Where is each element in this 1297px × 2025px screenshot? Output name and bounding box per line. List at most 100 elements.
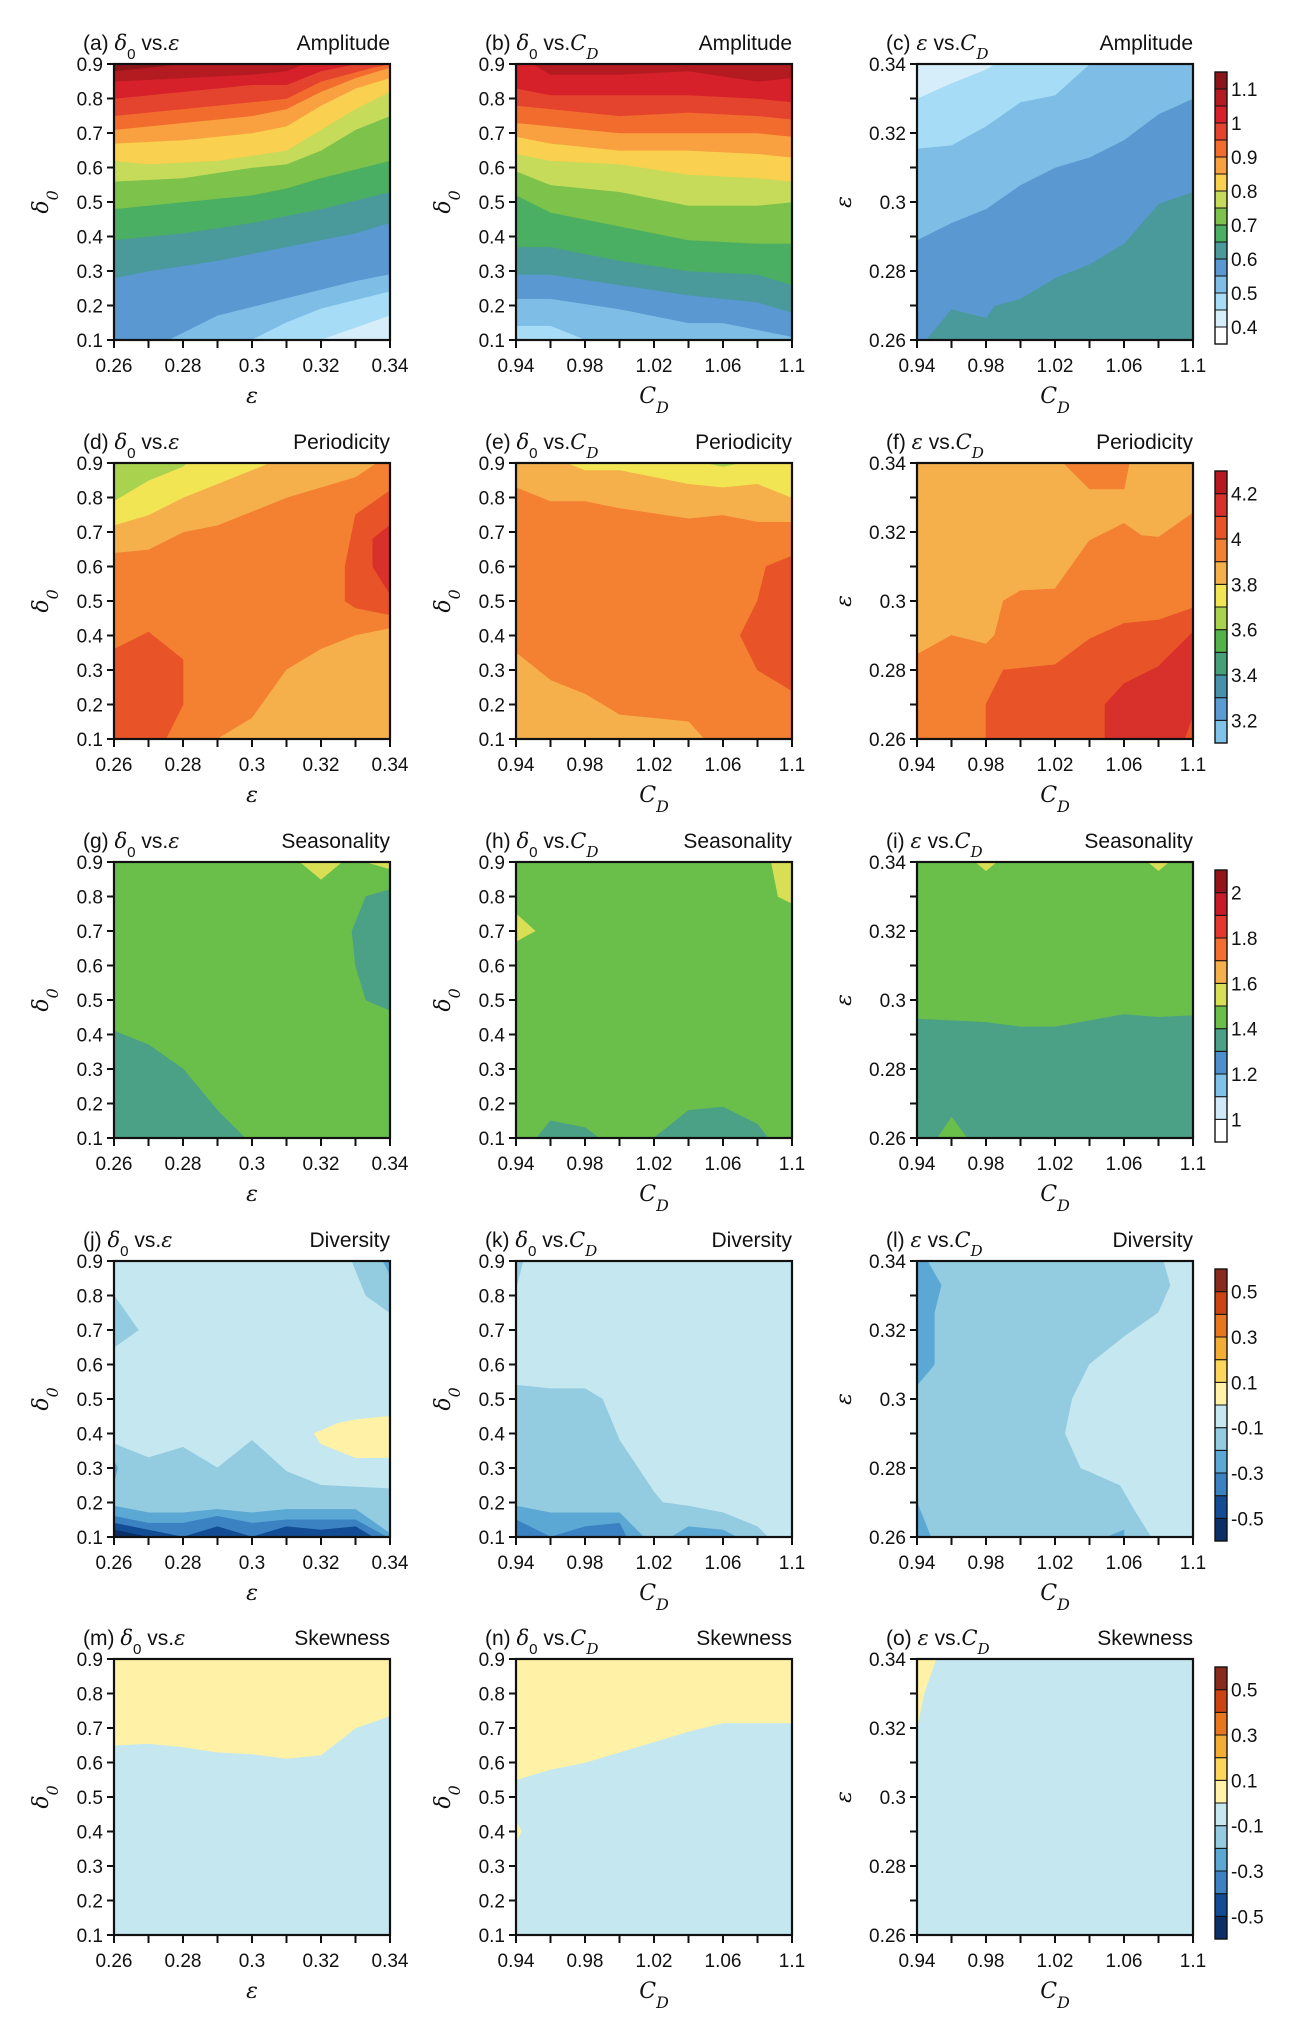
- panel-title: (n) δ0 vs.CD: [485, 1626, 598, 1658]
- colorbar-tick-label: 1.1: [1231, 80, 1257, 101]
- colorbar-swatch: [1214, 309, 1228, 328]
- y-tick-label: 0.5: [479, 193, 505, 214]
- y-tick-label: 0.7: [77, 1719, 103, 1740]
- colorbar-tick-label: 1: [1231, 1110, 1242, 1131]
- x-axis: 0.26 0.28 0.3 0.32 0.34: [96, 1138, 409, 1175]
- panel-a: 0.10.20.30.40.50.60.70.80.90.26 0.28 0.3 0.…: [29, 31, 409, 409]
- y-tick-label: 0.8: [479, 888, 505, 909]
- x-axis: 0.94 0.98 1.02 1.06 1.1: [899, 1138, 1206, 1175]
- x-tick-label: 0.98: [567, 1553, 604, 1574]
- x-tick-label: 0.32: [303, 1951, 340, 1972]
- y-tick-label: 0.1: [77, 1528, 103, 1549]
- panel-metric: Amplitude: [1100, 32, 1193, 55]
- y-tick-label: 0.4: [77, 228, 104, 249]
- colorbar-swatch: [1214, 156, 1228, 175]
- y-tick-label: 0.2: [77, 1494, 103, 1515]
- y-tick-label: 0.34: [869, 1252, 906, 1273]
- contour-band: [114, 1030, 246, 1138]
- x-tick-label: 1.1: [779, 1553, 805, 1574]
- x-axis-label: CD: [1040, 1182, 1070, 1215]
- colorbar-tick-label: 0.5: [1231, 1283, 1257, 1304]
- x-tick-label: 1.06: [705, 755, 742, 776]
- y-tick-label: 0.8: [479, 489, 505, 510]
- contour-band: [739, 555, 792, 692]
- y-tick-label: 0.5: [77, 991, 103, 1012]
- y-axis-label: ε: [832, 595, 857, 607]
- colorbar-swatch: [1214, 1449, 1228, 1474]
- y-tick-label: 0.26: [869, 331, 906, 352]
- x-tick-label: 1.06: [705, 356, 742, 377]
- x-axis-label: CD: [639, 1979, 669, 2012]
- x-axis-label: ε: [246, 1182, 258, 1207]
- contour-band: [344, 490, 390, 616]
- x-tick-label: 0.28: [165, 755, 202, 776]
- x-tick-label: 1.1: [779, 1951, 805, 1972]
- y-tick-label: 0.3: [77, 1857, 103, 1878]
- panel-metric: Diversity: [711, 1229, 792, 1252]
- x-tick-label: 1.02: [636, 755, 673, 776]
- x-tick-label: 0.98: [968, 356, 1005, 377]
- y-tick-label: 0.6: [77, 558, 103, 579]
- y-tick-label: 0.3: [479, 1857, 505, 1878]
- x-tick-label: 0.94: [498, 755, 535, 776]
- x-tick-label: 0.26: [96, 1154, 133, 1175]
- colorbar-tick-label: 1: [1231, 114, 1242, 135]
- colorbar-tick-label: 2: [1231, 884, 1242, 905]
- x-tick-label: 0.94: [498, 1951, 535, 1972]
- y-axis-label: ε: [832, 1791, 857, 1803]
- colorbar-swatch: [1214, 1291, 1228, 1315]
- panel-metric: Seasonality: [281, 830, 390, 853]
- x-axis: 0.94 0.98 1.02 1.06 1.1: [498, 1935, 805, 1972]
- x-tick-label: 0.3: [239, 356, 265, 377]
- y-tick-label: 0.1: [77, 1129, 103, 1150]
- panel-title: (k) δ0 vs.CD: [485, 1228, 597, 1260]
- x-tick-label: 1.02: [1037, 1154, 1074, 1175]
- contour-band: [917, 1261, 942, 1386]
- y-tick-label: 0.3: [880, 193, 906, 214]
- contour-band: [975, 862, 997, 871]
- y-tick-label: 0.26: [869, 730, 906, 751]
- x-tick-label: 0.98: [567, 1154, 604, 1175]
- y-axis: 0.1 0.2 0.3 0.4 0.5 0.6 0.7 0.8 0.9: [479, 853, 516, 1150]
- colorbar-swatch: [1214, 1825, 1228, 1849]
- colorbar-tick-label: 3.4: [1231, 666, 1258, 687]
- colorbar-swatch: [1214, 538, 1228, 563]
- y-tick-label: 0.8: [77, 888, 103, 909]
- x-tick-label: 0.34: [372, 755, 409, 776]
- panel-title: (c) ε vs.CD: [886, 31, 988, 63]
- contour-band: [1106, 1529, 1125, 1537]
- y-tick-label: 0.4: [479, 1823, 506, 1844]
- colorbar-swatch: [1214, 960, 1228, 984]
- y-axis-label: δ0: [431, 190, 464, 213]
- y-axis: 0.1 0.2 0.3 0.4 0.5 0.6 0.7 0.8 0.9: [77, 55, 114, 352]
- panel-d: 0.10.20.30.40.50.60.70.80.90.26 0.28 0.3 0.…: [29, 430, 409, 808]
- x-axis-label: CD: [639, 1581, 669, 1614]
- colorbar-swatch: [1214, 1847, 1228, 1872]
- contour-band: [917, 64, 1090, 149]
- y-tick-label: 0.4: [77, 1823, 104, 1844]
- panel-title: (m) δ0 vs.ε: [83, 1626, 185, 1658]
- contour-band: [216, 628, 390, 739]
- colorbar-swatch: [1214, 1779, 1228, 1804]
- y-tick-label: 0.6: [77, 1356, 103, 1377]
- x-axis: 0.94 0.98 1.02 1.06 1.1: [899, 739, 1206, 776]
- colorbar-swatch: [1214, 1268, 1228, 1293]
- x-tick-label: 1.02: [1037, 356, 1074, 377]
- y-tick-label: 0.5: [479, 991, 505, 1012]
- x-axis: 0.94 0.98 1.02 1.06 1.1: [899, 1537, 1206, 1574]
- contour-fills: [917, 463, 1193, 739]
- contour-band: [516, 1659, 792, 1781]
- colorbar-swatch: [1214, 1870, 1228, 1895]
- y-tick-label: 0.2: [479, 1892, 505, 1913]
- y-tick-label: 0.34: [869, 1650, 906, 1671]
- x-axis-label: CD: [639, 783, 669, 816]
- y-tick-label: 0.34: [869, 55, 906, 76]
- y-axis: 0.26 0.28 0.3 0.32 0.34: [869, 853, 917, 1150]
- x-tick-label: 1.1: [1180, 1553, 1206, 1574]
- panel-b: 0.1 0.2 0.3 0.4 0.5 0.6 0.7 0.8 0.9 0.94 0.98 1.02 1…: [431, 31, 805, 417]
- x-axis-label: ε: [246, 1979, 258, 2004]
- x-tick-label: 0.94: [498, 1154, 535, 1175]
- panel-metric: Periodicity: [695, 431, 792, 454]
- y-tick-label: 0.26: [869, 1129, 906, 1150]
- colorbar-swatch: [1214, 1893, 1228, 1917]
